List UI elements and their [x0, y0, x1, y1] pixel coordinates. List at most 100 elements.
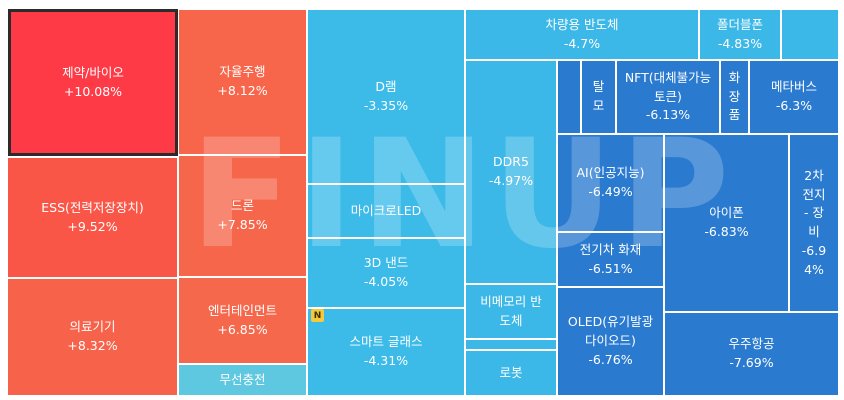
- treemap-cell-name: 2차전지 - 장비: [802, 167, 826, 239]
- treemap-cell[interactable]: [781, 9, 839, 60]
- treemap-cell[interactable]: AI(인공지능) -6.49%: [557, 134, 664, 232]
- treemap-cell-change: -6.13%: [645, 107, 691, 123]
- treemap-cell-change: -4.31%: [363, 353, 409, 368]
- treemap-cell-name: 드론: [230, 198, 254, 214]
- treemap-cell[interactable]: 화장품: [720, 60, 749, 134]
- treemap-cell-label: 자율주행 +8.12%: [215, 63, 269, 101]
- treemap-cell[interactable]: 의료기기 +8.32%: [7, 278, 178, 396]
- treemap-cell[interactable]: 마이크로LED: [307, 184, 465, 238]
- treemap-cell-name: 자율주행: [219, 64, 266, 80]
- treemap-cell-name: 차량용 반도체: [545, 16, 619, 32]
- treemap-cell-label: 아이폰 -6.83%: [702, 204, 750, 242]
- treemap-cell[interactable]: 엔터테인먼트 +6.85%: [178, 277, 307, 364]
- treemap-cell-label: 비메모리 반도체: [473, 293, 549, 331]
- treemap-cell-name: 우주항공: [728, 336, 775, 352]
- treemap-cell[interactable]: 차량용 반도체 -4.7%: [465, 9, 699, 60]
- treemap-cell[interactable]: 전기차 화재 -6.51%: [557, 232, 664, 287]
- treemap-cell[interactable]: NFT(대체불가능토큰) -6.13%: [616, 60, 720, 134]
- treemap-cell-change: -4.97%: [488, 173, 534, 188]
- treemap-cell[interactable]: 스마트 글래스 -4.31%: [307, 308, 465, 396]
- treemap-cell-label: 의료기기 +8.32%: [65, 318, 119, 356]
- treemap-cell-label: 화장품: [725, 69, 745, 125]
- treemap-cell-name: ESS(전력저장장치): [41, 199, 144, 215]
- treemap-cell[interactable]: D램 -3.35%: [307, 9, 465, 184]
- treemap-cell-label: 전기차 화재 -6.51%: [578, 241, 643, 279]
- treemap-cell-label: 우주항공 -7.69%: [726, 335, 776, 373]
- treemap-cell-name: 탈모: [592, 79, 605, 113]
- treemap-cell-name: 의료기기: [69, 319, 116, 335]
- treemap-cell-label: 메타버스 -6.3%: [769, 78, 819, 116]
- treemap-cell-change: +9.52%: [67, 218, 118, 234]
- treemap-cell-change: -6.76%: [588, 351, 633, 367]
- treemap-cell[interactable]: 메타버스 -6.3%: [749, 60, 839, 134]
- treemap-cell-label: AI(인공지능) -6.49%: [575, 164, 647, 202]
- treemap-cell[interactable]: 자율주행 +8.12%: [178, 9, 307, 155]
- treemap-cell[interactable]: ESS(전력저장장치) +9.52%: [7, 157, 178, 278]
- treemap-cell-label: 마이크로LED: [349, 202, 424, 221]
- treemap-cell-name: 무선충전: [219, 371, 266, 387]
- treemap-cell-name: 마이크로LED: [350, 202, 422, 218]
- treemap-cell-label: OLED(유기발광다이오드) -6.76%: [563, 313, 659, 369]
- treemap-cell-change: -7.69%: [729, 355, 774, 370]
- treemap-cell-label: 제약/바이오 +10.08%: [60, 64, 126, 102]
- treemap-cell[interactable]: 우주항공 -7.69%: [664, 312, 839, 396]
- treemap-cell-label: 탈모: [589, 78, 609, 116]
- treemap-cell-change: -6.49%: [588, 184, 633, 199]
- treemap-cell-label: 스마트 글래스 -4.31%: [348, 333, 425, 371]
- treemap-cell-name: 비메모리 반도체: [480, 293, 542, 328]
- treemap-cell-name: 제약/바이오: [62, 64, 124, 80]
- treemap-cell-label: ESS(전력저장장치) +9.52%: [39, 199, 146, 237]
- treemap-cell-name: 전기차 화재: [579, 241, 642, 257]
- treemap-cell-label: 3D 낸드 -4.05%: [362, 254, 411, 292]
- treemap-cell-change: -6.3%: [775, 98, 813, 113]
- new-badge-icon: N: [311, 309, 324, 322]
- treemap-cell-name: DDR5: [493, 154, 529, 170]
- treemap-cell-change: -3.35%: [363, 97, 409, 113]
- treemap-cell[interactable]: 폴더블폰 -4.83%: [699, 9, 781, 60]
- treemap-cell-change: -4.05%: [363, 274, 409, 289]
- treemap-cell-change: +6.85%: [217, 321, 268, 337]
- treemap-cell[interactable]: OLED(유기발광다이오드) -6.76%: [557, 287, 664, 396]
- treemap-cell[interactable]: 2차전지 - 장비 -6.94%: [789, 134, 839, 312]
- treemap-cell-change: +8.32%: [67, 338, 118, 353]
- treemap-cell[interactable]: DDR5 -4.97%: [465, 60, 557, 284]
- treemap-cell-name: NFT(대체불가능토큰): [624, 69, 712, 104]
- treemap-cell[interactable]: 비메모리 반도체: [465, 284, 557, 339]
- treemap-cell-change: -4.83%: [717, 35, 763, 51]
- treemap-cell-change: -6.83%: [704, 224, 749, 239]
- treemap-cell[interactable]: 3D 낸드 -4.05%: [307, 238, 465, 308]
- treemap-cell[interactable]: [557, 60, 581, 134]
- treemap-cell-change: -4.7%: [563, 35, 601, 51]
- treemap-cell-label: D램 -3.35%: [362, 78, 410, 116]
- treemap-cell-name: 아이폰: [709, 205, 744, 221]
- treemap-cell-name: OLED(유기발광다이오드): [567, 314, 654, 349]
- treemap-cell-name: 엔터테인먼트: [207, 302, 277, 318]
- treemap-cell[interactable]: 드론 +7.85%: [178, 155, 307, 277]
- treemap-cell-name: 로봇: [499, 364, 523, 380]
- treemap-cell-label: 폴더블폰 -4.83%: [715, 16, 765, 54]
- treemap-cell[interactable]: 로봇: [465, 350, 557, 396]
- treemap-cell-name: 폴더블폰: [716, 16, 763, 32]
- treemap-cell-label: 로봇: [497, 364, 524, 383]
- treemap-cell-name: 3D 낸드: [363, 255, 409, 271]
- treemap-cell-name: 메타버스: [770, 79, 817, 95]
- treemap-cell-label: 무선충전: [217, 371, 267, 390]
- treemap-cell[interactable]: 제약/바이오 +10.08%: [8, 9, 178, 156]
- treemap-cell-label: 차량용 반도체 -4.7%: [544, 16, 621, 54]
- treemap-cell[interactable]: 탈모: [581, 60, 616, 134]
- treemap-cell[interactable]: [465, 339, 557, 350]
- treemap-cell-change: +7.85%: [217, 217, 268, 232]
- treemap-cell-label: 드론 +7.85%: [215, 197, 269, 235]
- treemap-cell-label: DDR5 -4.97%: [487, 153, 535, 191]
- treemap-cell-name: 스마트 글래스: [349, 334, 423, 350]
- treemap-cell[interactable]: 무선충전: [178, 364, 307, 396]
- treemap-cell-name: 화장품: [728, 69, 741, 123]
- treemap-cell-name: AI(인공지능): [576, 165, 645, 181]
- treemap-cell-change: +10.08%: [63, 83, 123, 99]
- treemap-cell-change: +8.12%: [217, 83, 268, 98]
- treemap-cell[interactable]: 아이폰 -6.83%: [664, 134, 789, 312]
- treemap-cell-label: 2차전지 - 장비 -6.94%: [797, 167, 831, 280]
- treemap-cell-change: -6.51%: [588, 260, 633, 276]
- treemap-cell-label: 엔터테인먼트 +6.85%: [206, 302, 279, 340]
